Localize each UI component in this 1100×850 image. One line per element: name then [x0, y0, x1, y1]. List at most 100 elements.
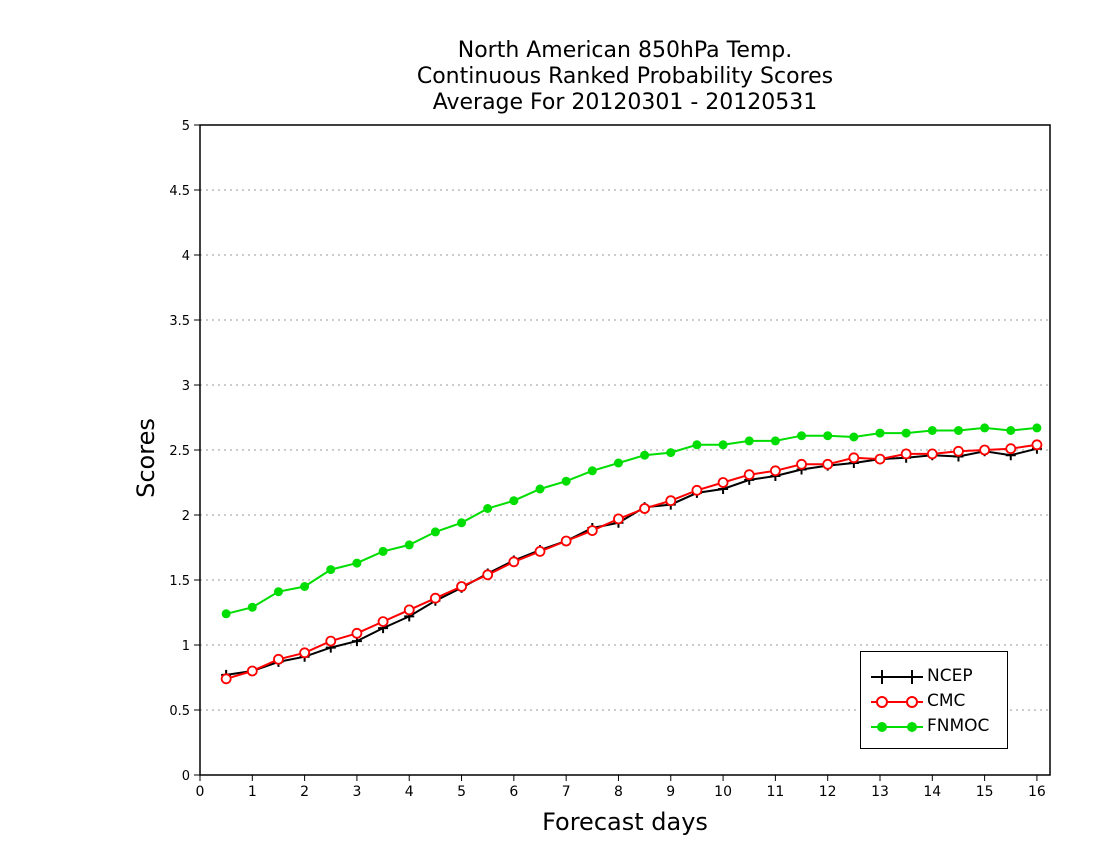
x-tick-label-1: 1 — [248, 784, 257, 800]
point-cmc-12 — [534, 546, 546, 557]
point-cmc-9 — [456, 581, 467, 592]
point-fnmoc-14 — [587, 466, 597, 476]
y-tick-label-6: 3 — [182, 379, 190, 394]
point-cmc-17 — [665, 495, 677, 507]
point-fnmoc-5 — [352, 558, 362, 568]
point-fnmoc-12 — [535, 484, 545, 494]
x-tick-label-12: 12 — [819, 784, 837, 800]
point-fnmoc-26 — [901, 428, 911, 438]
point-fnmoc-18 — [692, 440, 702, 450]
legend-label-ncep: NCEP — [927, 666, 973, 686]
x-tick-label-10: 10 — [714, 784, 732, 800]
point-cmc-25 — [874, 453, 886, 465]
x-tick-label-5: 5 — [457, 784, 466, 800]
point-fnmoc-19 — [718, 440, 728, 450]
point-fnmoc-28 — [953, 426, 963, 435]
point-cmc-8 — [429, 592, 441, 604]
legend-item-fnmoc: FNMOC — [861, 715, 1009, 739]
point-fnmoc-22 — [797, 431, 807, 441]
y-tick-label-2: 1 — [182, 639, 190, 654]
legend-swatch-cmc — [871, 696, 923, 708]
point-fnmoc-2 — [273, 587, 283, 597]
x-tick-label-0: 0 — [196, 784, 205, 800]
point-fnmoc-16 — [640, 450, 650, 460]
y-tick-label-4: 2 — [182, 509, 190, 524]
point-fnmoc-10 — [483, 504, 493, 513]
point-fnmoc-13 — [561, 476, 571, 486]
legend-item-cmc: CMC — [861, 690, 1009, 714]
point-fnmoc-4 — [326, 565, 336, 575]
x-tick-label-3: 3 — [352, 784, 361, 800]
point-fnmoc-21 — [770, 436, 780, 446]
chart-title-line-2: Continuous Ranked Probability Scores — [416, 64, 834, 89]
x-axis-label: Forecast days — [542, 808, 708, 836]
point-cmc-4 — [325, 635, 337, 647]
point-cmc-7 — [403, 604, 415, 616]
point-cmc-18 — [691, 484, 703, 496]
point-cmc-30 — [1005, 443, 1017, 455]
legend-label-cmc: CMC — [927, 691, 966, 711]
point-cmc-1 — [246, 665, 258, 677]
point-fnmoc-25 — [875, 428, 885, 438]
point-cmc-24 — [848, 452, 860, 464]
point-fnmoc-15 — [613, 458, 623, 468]
point-fnmoc-20 — [744, 436, 754, 446]
point-cmc-3 — [299, 647, 311, 659]
legend: NCEP CMC FNMOC — [860, 651, 1008, 749]
y-axis-label: Scores — [132, 418, 160, 498]
y-tick-label-8: 4 — [182, 249, 190, 264]
legend-label-fnmoc: FNMOC — [927, 716, 990, 736]
point-cmc-20 — [743, 469, 755, 481]
x-tick-label-2: 2 — [300, 784, 309, 800]
x-tick-label-14: 14 — [923, 784, 941, 800]
point-fnmoc-11 — [509, 496, 519, 506]
point-cmc-27 — [926, 448, 938, 460]
x-tick-label-4: 4 — [405, 784, 414, 800]
legend-swatch-fnmoc — [871, 722, 923, 732]
point-cmc-31 — [1031, 439, 1043, 451]
point-fnmoc-6 — [378, 546, 388, 556]
point-cmc-21 — [769, 465, 781, 477]
point-fnmoc-1 — [247, 602, 257, 612]
x-tick-label-11: 11 — [766, 784, 784, 800]
legend-item-ncep: NCEP — [861, 665, 1009, 689]
point-fnmoc-31 — [1032, 423, 1042, 433]
x-tick-label-13: 13 — [871, 784, 889, 800]
point-fnmoc-29 — [980, 423, 990, 433]
point-cmc-11 — [508, 556, 520, 568]
chart-title-line-3: Average For 20120301 - 20120531 — [432, 90, 818, 115]
y-tick-label-1: 0.5 — [169, 704, 190, 719]
series-line-fnmoc — [225, 426, 1038, 615]
y-tick-label-0: 0 — [182, 769, 190, 784]
point-cmc-0 — [220, 673, 232, 685]
x-tick-label-8: 8 — [614, 784, 623, 800]
point-fnmoc-7 — [404, 540, 414, 550]
x-tick-label-7: 7 — [562, 784, 571, 800]
y-tick-label-7: 3.5 — [169, 314, 190, 329]
point-fnmoc-27 — [927, 426, 937, 435]
y-tick-label-10: 5 — [182, 119, 190, 134]
point-cmc-2 — [273, 653, 284, 665]
point-fnmoc-23 — [823, 431, 833, 441]
point-cmc-16 — [639, 503, 651, 514]
point-cmc-23 — [822, 458, 834, 470]
x-tick-label-6: 6 — [509, 784, 518, 800]
point-cmc-22 — [796, 458, 807, 470]
x-tick-label-16: 16 — [1028, 784, 1046, 800]
chart-title-line-1: North American 850hPa Temp. — [457, 38, 793, 63]
point-cmc-28 — [953, 445, 964, 457]
y-tick-label-9: 4.5 — [169, 184, 190, 199]
y-tick-label-3: 1.5 — [169, 574, 190, 589]
point-fnmoc-8 — [430, 527, 440, 537]
point-fnmoc-17 — [666, 448, 676, 458]
point-fnmoc-30 — [1006, 426, 1016, 435]
point-cmc-29 — [979, 444, 991, 456]
point-cmc-13 — [560, 535, 572, 547]
point-cmc-26 — [900, 448, 912, 460]
point-fnmoc-9 — [457, 518, 467, 528]
point-fnmoc-3 — [300, 582, 310, 591]
point-cmc-6 — [377, 616, 389, 627]
point-cmc-19 — [717, 477, 729, 488]
legend-swatch-ncep — [871, 670, 923, 684]
